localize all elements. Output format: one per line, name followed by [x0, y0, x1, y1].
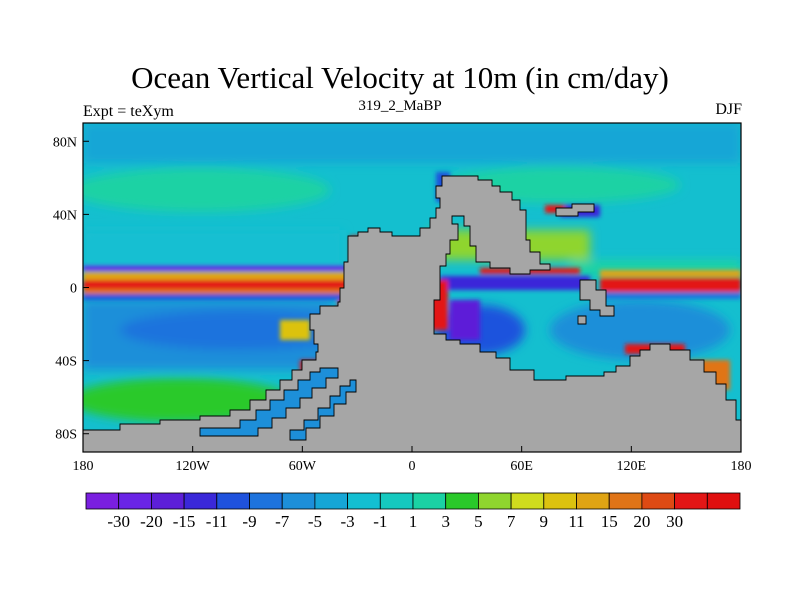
longitude-axis: 180 120W 60W 0 60E 120E 180	[73, 446, 752, 474]
colorbar-swatch	[641, 492, 676, 510]
land-island-small	[577, 315, 587, 325]
land-mass-pangea	[83, 175, 741, 452]
colorbar-label: -11	[206, 512, 228, 531]
chart-title: Ocean Vertical Velocity at 10m (in cm/da…	[131, 60, 669, 95]
colorbar-swatch	[576, 492, 610, 510]
colorbar-swatch	[347, 492, 381, 510]
colorbar-swatch	[85, 492, 120, 510]
colorbar-swatch	[150, 492, 185, 510]
colorbar-swatch	[445, 492, 479, 510]
colorbar-label: -1	[373, 512, 387, 531]
colorbar-label: -7	[275, 512, 290, 531]
colorbar-swatch	[118, 492, 152, 510]
land-island-east	[579, 279, 615, 317]
colorbar-label: 3	[441, 512, 450, 531]
colorbar	[85, 492, 741, 510]
colorbar-label: 20	[633, 512, 650, 531]
lon-tick-label: 120E	[617, 459, 647, 474]
colorbar-swatch	[249, 492, 283, 510]
colorbar-swatch	[281, 492, 316, 510]
lon-tick-label: 60E	[510, 459, 533, 474]
colorbar-swatch	[412, 492, 447, 510]
land-island-north	[555, 203, 595, 217]
lon-tick-label: 180	[73, 459, 94, 474]
colorbar-label: 11	[568, 512, 584, 531]
lon-tick-label: 120W	[176, 459, 211, 474]
lat-tick-label: 0	[70, 282, 77, 297]
lat-tick-label: 80N	[53, 135, 77, 150]
lon-tick-label: 0	[409, 459, 416, 474]
colorbar-swatch	[183, 492, 218, 510]
colorbar-label: 7	[507, 512, 516, 531]
colorbar-label: -15	[173, 512, 196, 531]
lat-tick-label: 40N	[53, 208, 77, 223]
velocity-field	[83, 123, 741, 452]
colorbar-label: -20	[140, 512, 163, 531]
colorbar-swatch	[314, 492, 348, 510]
colorbar-label: -30	[107, 512, 130, 531]
lon-tick-label: 60W	[289, 459, 317, 474]
colorbar-label: 30	[666, 512, 683, 531]
colorbar-label: -9	[242, 512, 256, 531]
inner-sea-south	[199, 367, 339, 437]
lat-tick-label: 40S	[55, 355, 77, 370]
colorbar-swatch	[674, 492, 708, 510]
experiment-label: Expt = teXym	[83, 103, 174, 120]
colorbar-labels: -30 -20 -15 -11 -9 -7 -5 -3 -1 1 3 5 7 9 11 15 20 30	[107, 512, 683, 531]
period-label: 319_2_MaBP	[358, 98, 442, 114]
colorbar-label: 1	[409, 512, 418, 531]
inner-sea-south-east	[289, 379, 357, 441]
colorbar-swatch	[543, 492, 577, 510]
colorbar-swatch	[477, 492, 512, 510]
colorbar-swatch	[510, 492, 545, 510]
colorbar-swatch	[379, 492, 414, 510]
latitude-axis: 80N 40N 0 40S 80S	[53, 135, 89, 443]
colorbar-swatch	[706, 492, 741, 510]
lat-tick-label: 80S	[55, 428, 77, 443]
colorbar-label: -5	[308, 512, 322, 531]
colorbar-label: 15	[601, 512, 618, 531]
colorbar-label: -3	[341, 512, 355, 531]
colorbar-swatch	[216, 492, 250, 510]
colorbar-label: 5	[474, 512, 483, 531]
lon-tick-label: 180	[731, 459, 752, 474]
colorbar-label: 9	[540, 512, 549, 531]
season-label: DJF	[715, 101, 742, 118]
colorbar-swatch	[608, 492, 643, 510]
